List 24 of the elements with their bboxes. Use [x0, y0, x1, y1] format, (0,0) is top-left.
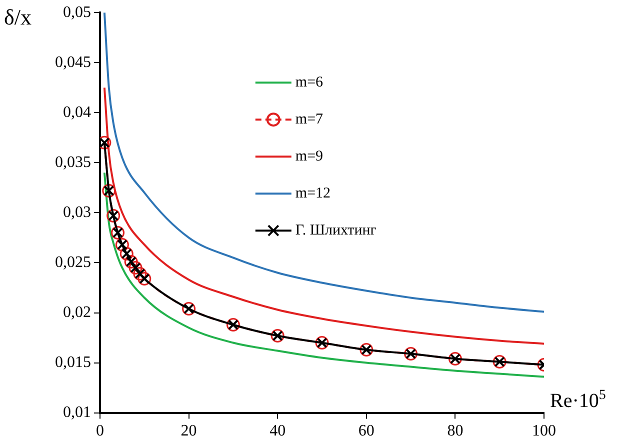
y-axis-title: δ/x: [4, 4, 32, 30]
x-tick-label: 40: [270, 422, 286, 440]
y-tick-label: 0,01: [63, 404, 91, 422]
x-tick-label: 60: [358, 422, 374, 440]
line-series: [103, 12, 544, 313]
y-tick-label: 0,025: [55, 254, 91, 271]
y-tick-label: 0,045: [55, 54, 91, 71]
x-tick-label: 20: [180, 422, 197, 440]
y-tick-label: 0,03: [63, 204, 91, 221]
y-tick-label: 0,035: [55, 154, 91, 171]
x-tick-label: 80: [447, 422, 464, 440]
legend-label: m=9: [295, 148, 324, 165]
legend-label: m=6: [295, 74, 324, 91]
y-tick-label: 0,05: [63, 4, 91, 21]
y-tick-label: 0,015: [55, 354, 91, 371]
line-series: [103, 86, 544, 345]
y-tick-label: 0,02: [63, 304, 91, 321]
x-tick-label: 0: [96, 422, 104, 440]
legend-label: m=12: [295, 186, 331, 202]
legend-label: Г. Шлихтинг: [295, 222, 376, 239]
legend-label: m=7: [295, 112, 324, 128]
x-tick-label: 100: [532, 422, 556, 440]
y-tick-label: 0,04: [63, 104, 91, 121]
line-series: [103, 172, 544, 378]
